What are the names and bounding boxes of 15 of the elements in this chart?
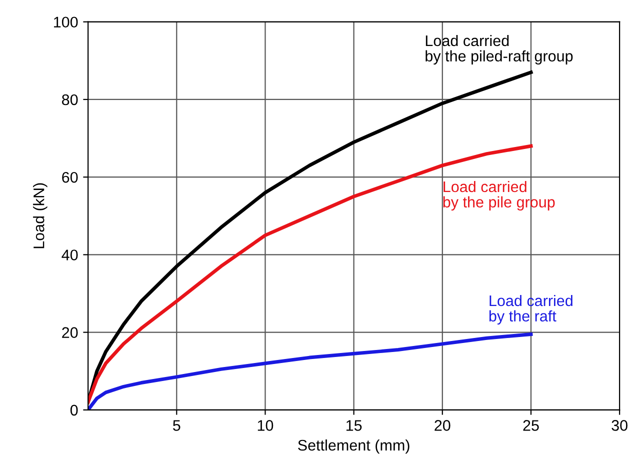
x-tick-label: 25 [523,420,539,431]
y-tick-label: 80 [62,94,78,106]
x-tick-label: 15 [346,420,362,431]
x-tick-label: 5 [173,420,180,431]
y-tick-label: 100 [54,16,78,28]
y-tick-label: 60 [62,172,78,183]
x-axis-title: Settlement (mm) [298,439,410,454]
x-tick-label: 20 [434,420,450,431]
y-tick-label: 20 [62,327,78,338]
x-tick-label: 10 [258,420,274,431]
x-tick-label: 30 [612,420,628,431]
y-tick-label: 40 [62,250,78,260]
y-axis-title: Load (kN) [33,183,48,248]
y-tick-label: 0 [70,404,78,416]
line-series [88,332,533,410]
